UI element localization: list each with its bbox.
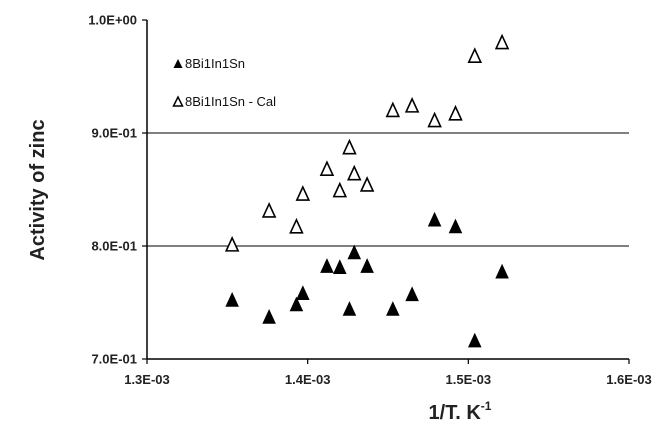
data-point-measured xyxy=(448,218,463,234)
data-point-measured xyxy=(495,263,509,279)
gridlines xyxy=(147,132,629,247)
data-point-measured xyxy=(296,285,310,300)
data-point-calculated xyxy=(347,164,362,181)
legend-label-series-2: 8Bi1In1Sn - Cal xyxy=(185,94,276,109)
data-point-measured xyxy=(342,301,357,316)
x-tick-label: 1.3E-03 xyxy=(124,372,170,387)
data-point-measured xyxy=(225,292,239,307)
y-tick-labels: 7.0E-01 8.0E-01 9.0E-01 1.0E+00 xyxy=(88,13,147,367)
x-tick-label: 1.6E-03 xyxy=(606,372,652,387)
data-point-measured xyxy=(427,211,442,227)
x-axis-title: 1/T. K-1 xyxy=(429,399,492,424)
data-point-calculated xyxy=(289,217,304,234)
legend-label-series-1: 8Bi1In1Sn xyxy=(185,56,245,71)
data-point-measured xyxy=(333,259,347,274)
data-point-calculated xyxy=(448,104,463,121)
data-point-calculated xyxy=(404,96,420,113)
data-point-calculated xyxy=(359,176,375,192)
data-point-calculated xyxy=(385,101,401,118)
data-point-measured xyxy=(347,244,362,260)
data-point-calculated xyxy=(342,138,357,155)
y-tick-label: 7.0E-01 xyxy=(91,352,137,367)
legend: 8Bi1In1Sn 8Bi1In1Sn - Cal xyxy=(172,56,276,109)
data-point-calculated xyxy=(494,33,510,50)
data-point-calculated xyxy=(427,111,442,128)
data-point-measured xyxy=(360,258,374,273)
data-point-calculated xyxy=(261,202,277,218)
x-tick-label: 1.4E-03 xyxy=(285,372,331,387)
data-points xyxy=(224,33,510,348)
data-point-measured xyxy=(289,296,304,312)
data-point-calculated xyxy=(467,47,483,63)
x-axis-title-text: 1/T. K xyxy=(429,402,482,424)
data-point-calculated xyxy=(295,185,311,201)
x-tick-label: 1.5E-03 xyxy=(446,372,492,387)
y-tick-label: 1.0E+00 xyxy=(88,13,137,28)
y-axis-title-text: Activity of zinc xyxy=(27,119,49,260)
data-point-calculated xyxy=(332,181,348,198)
legend-marker-filled xyxy=(173,59,183,68)
legend-marker-open xyxy=(172,95,184,107)
y-tick-label: 9.0E-01 xyxy=(91,126,137,141)
data-point-calculated xyxy=(319,160,335,176)
data-point-calculated xyxy=(224,235,240,252)
data-point-measured xyxy=(467,332,482,348)
data-point-measured xyxy=(405,286,419,302)
data-point-measured xyxy=(262,308,276,324)
data-point-measured xyxy=(320,258,334,273)
y-tick-label: 8.0E-01 xyxy=(91,239,137,254)
x-tick-labels: 1.3E-03 1.4E-03 1.5E-03 1.6E-03 xyxy=(124,359,652,387)
y-axis-title: Activity of zinc xyxy=(27,119,49,260)
data-point-measured xyxy=(386,301,400,316)
x-axis-title-superscript: -1 xyxy=(481,399,492,413)
